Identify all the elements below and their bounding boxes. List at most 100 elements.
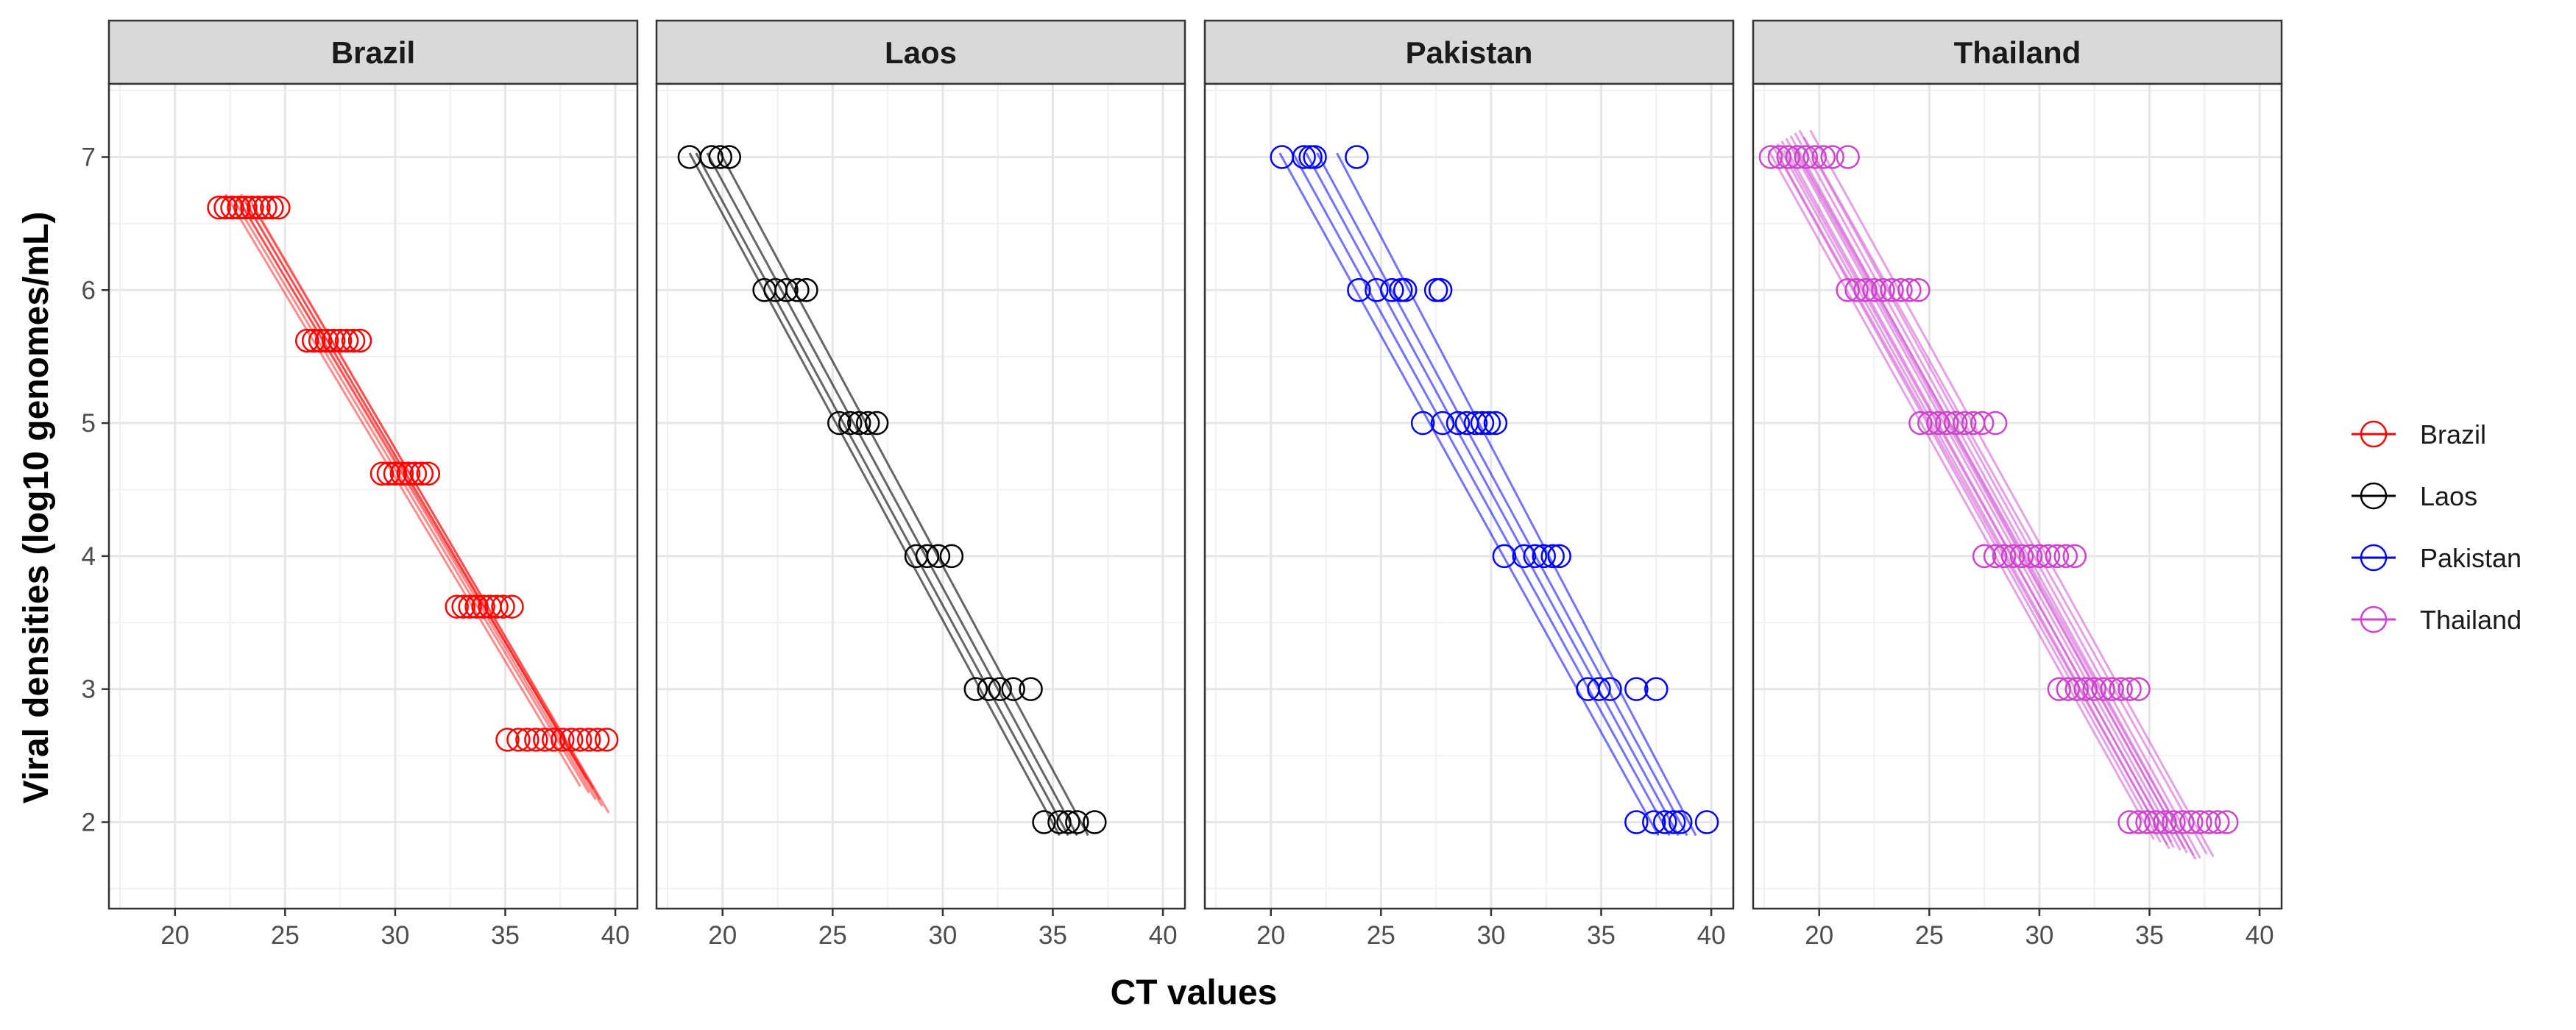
data-point (1862, 278, 1886, 302)
data-point (1917, 411, 1942, 436)
data-point (1908, 411, 1933, 436)
data-point (2100, 677, 2124, 701)
data-point (2073, 677, 2098, 701)
data-point (389, 461, 414, 486)
data-point (1853, 278, 1878, 302)
data-point (314, 328, 339, 353)
data-point (939, 544, 964, 569)
data-point (2047, 677, 2072, 701)
data-point (396, 461, 421, 486)
data-point (495, 728, 520, 752)
data-point (551, 728, 575, 752)
data-point (1906, 278, 1931, 302)
facet-strip (655, 19, 1186, 85)
data-point (253, 195, 277, 220)
regression-line (706, 152, 1078, 837)
x-tick-label: 35 (491, 921, 520, 950)
regression-line (236, 196, 595, 790)
data-point (1970, 411, 1995, 436)
data-point (213, 195, 238, 220)
data-point (1065, 810, 1089, 834)
data-point (774, 278, 799, 302)
x-tick-label: 25 (1367, 921, 1395, 950)
data-point (2135, 810, 2159, 834)
regression-line (244, 202, 604, 807)
x-tick-label: 40 (2246, 921, 2274, 950)
data-point (794, 278, 818, 302)
data-point (585, 728, 610, 752)
data-point (533, 728, 557, 752)
regression-line (1785, 138, 2182, 851)
data-point (2109, 677, 2133, 701)
regression-line (1767, 149, 2155, 840)
data-point (1365, 278, 1389, 302)
facet-strip (1752, 19, 2283, 85)
data-point (1926, 411, 1950, 436)
regression-lines (1278, 152, 1697, 837)
data-point (1428, 278, 1453, 302)
facet-strip-label: Pakistan (1406, 35, 1533, 70)
data-point (383, 461, 408, 486)
data-point (2062, 544, 2087, 569)
data-point (2126, 810, 2151, 834)
data-point (341, 328, 366, 353)
regression-line (249, 199, 601, 800)
data-point (506, 728, 531, 752)
data-point (977, 677, 1001, 701)
x-tick-label: 40 (601, 921, 630, 950)
facet-strip (107, 19, 639, 85)
regression-line (1802, 136, 2208, 855)
gridlines (1753, 84, 2282, 909)
data-point (717, 145, 741, 169)
data-point (247, 195, 271, 220)
data-point (1476, 411, 1501, 436)
regression-line (1794, 132, 2195, 856)
data-point (1758, 145, 1783, 169)
data-point (1032, 810, 1056, 834)
regression-line (1316, 152, 1688, 837)
data-point (2056, 677, 2081, 701)
regression-lines (224, 193, 610, 814)
regression-lines (688, 152, 1089, 837)
data-point (785, 278, 810, 302)
data-point (1624, 810, 1649, 834)
data-point (295, 328, 319, 353)
data-point (1019, 677, 1043, 701)
data-points (677, 145, 1107, 834)
x-tick-label: 25 (271, 921, 300, 950)
data-point (1694, 810, 1719, 834)
data-point (1880, 278, 1904, 302)
y-tick-label: 4 (82, 542, 96, 571)
data-point (524, 728, 548, 752)
data-point (2126, 677, 2151, 701)
x-tick-label: 20 (1805, 921, 1833, 950)
data-point (2053, 544, 2078, 569)
data-point (2170, 810, 2195, 834)
data-point (926, 544, 951, 569)
data-point (1347, 278, 1371, 302)
facet-strip-label: Thailand (1954, 35, 2081, 70)
data-point (988, 677, 1012, 701)
facet-panel-thailand: Thailand 20 25 30 35 40 (1752, 19, 2283, 950)
data-point (260, 195, 284, 220)
data-point (2018, 544, 2043, 569)
y-tick-label: 6 (82, 276, 96, 305)
facet-panel-laos: Laos 20 25 30 35 40 (655, 19, 1186, 950)
data-point (445, 594, 469, 619)
data-point (1802, 145, 1827, 169)
x-tick-label: 30 (2025, 921, 2053, 950)
data-point (301, 328, 326, 353)
data-point (1794, 145, 1819, 169)
data-point (471, 594, 495, 619)
data-point (1889, 278, 1913, 302)
data-point (1532, 544, 1556, 569)
data-point (1001, 677, 1025, 701)
y-tick-label: 2 (82, 808, 96, 837)
data-point (409, 461, 434, 486)
data-point (403, 461, 428, 486)
data-point (1785, 145, 1810, 169)
panel-background (1753, 84, 2282, 909)
legend-key-marker (2360, 544, 2388, 572)
